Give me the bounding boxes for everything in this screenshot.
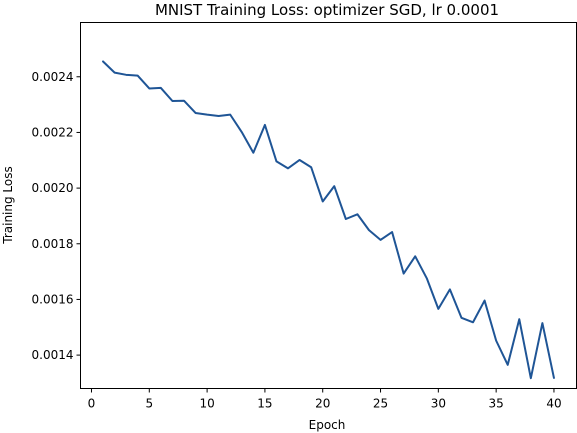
x-tick-label: 20 <box>315 397 330 411</box>
y-tick-label: 0.0014 <box>32 348 74 362</box>
y-tick-label: 0.0020 <box>32 181 74 195</box>
y-tick-label: 0.0018 <box>32 237 74 251</box>
x-tick-label: 25 <box>373 397 388 411</box>
plot-area: 0 5 10 15 20 25 30 35 40 0.0014 0.0016 0.0018 0.002… <box>32 23 577 411</box>
x-tick-label: 35 <box>489 397 504 411</box>
x-tick-label: 40 <box>546 397 561 411</box>
x-tick-label: 15 <box>257 397 272 411</box>
plot-frame <box>81 23 577 389</box>
x-axis-label: Epoch <box>309 418 346 432</box>
series-layer <box>103 61 554 378</box>
y-axis: 0.0014 0.0016 0.0018 0.0020 0.0022 0.0024 <box>32 70 81 362</box>
y-tick-label: 0.0016 <box>32 292 74 306</box>
series-line <box>103 61 554 378</box>
x-tick-label: 10 <box>199 397 214 411</box>
x-axis: 0 5 10 15 20 25 30 35 40 <box>88 389 562 411</box>
y-axis-label: Training Loss <box>1 166 15 244</box>
x-tick-label: 0 <box>88 397 96 411</box>
y-tick-label: 0.0024 <box>32 70 74 84</box>
chart-title: MNIST Training Loss: optimizer SGD, lr 0… <box>155 1 499 19</box>
x-tick-label: 5 <box>145 397 153 411</box>
y-tick-label: 0.0022 <box>32 125 74 139</box>
x-tick-label: 30 <box>431 397 446 411</box>
